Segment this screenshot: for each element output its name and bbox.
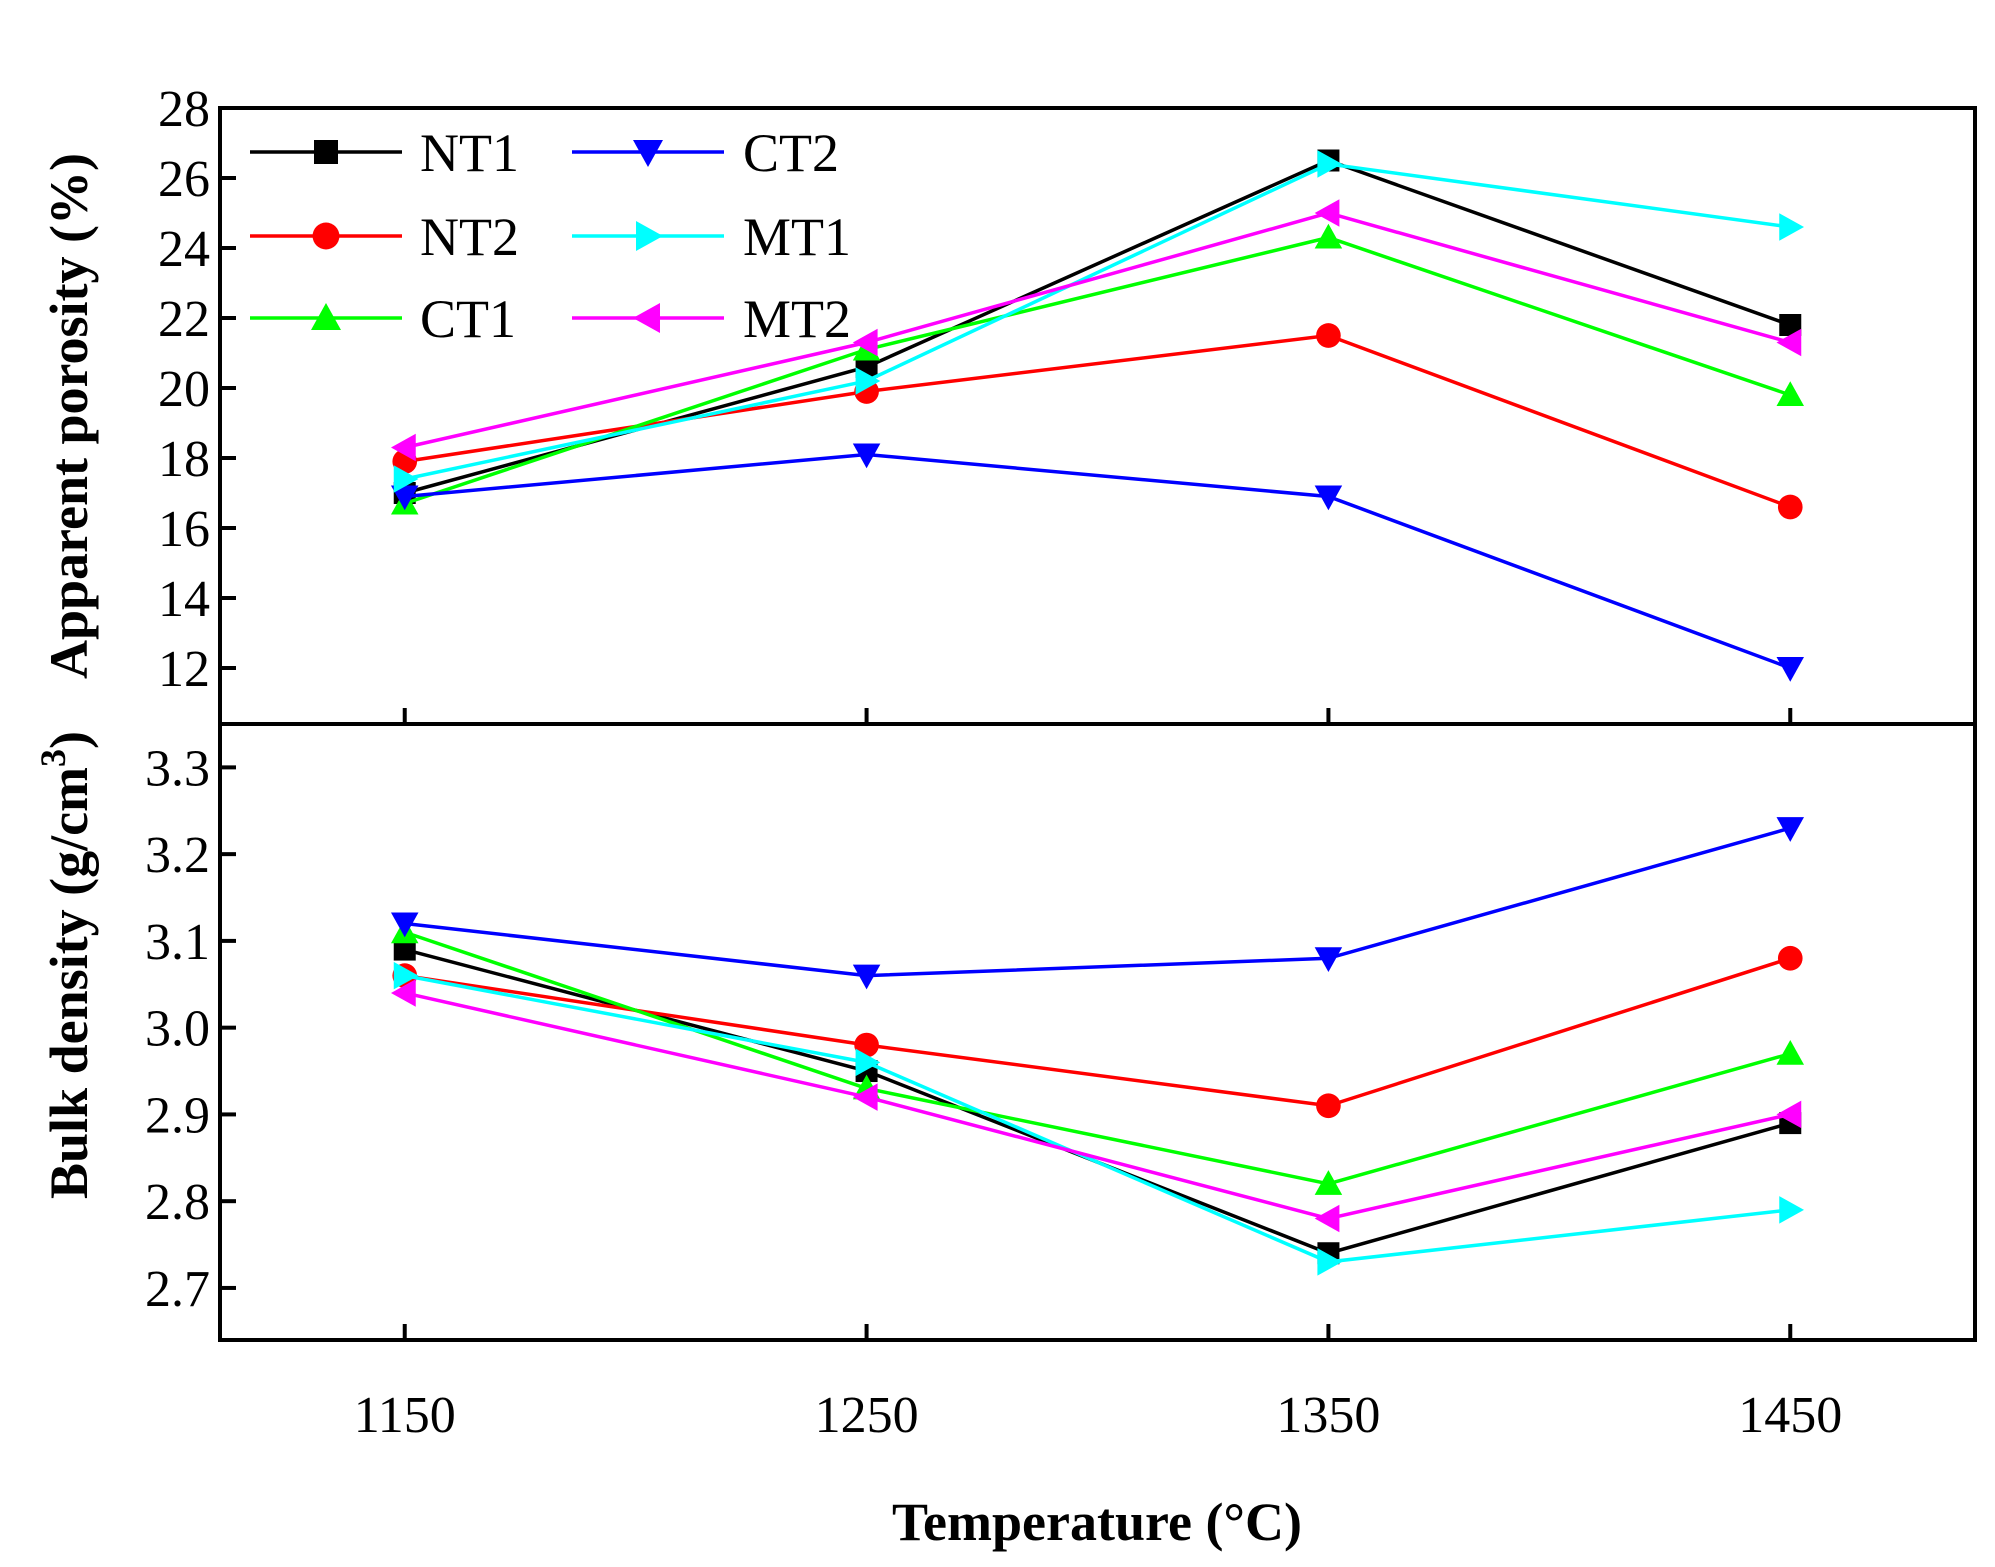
data-point-mt1 [393,465,419,493]
porosity-y-tick-label: 24 [158,221,210,278]
data-point-mt2 [1776,328,1802,357]
data-point-ct2 [852,443,881,469]
porosity-y-tick-label: 28 [158,81,210,138]
porosity-y-tick-label: 12 [158,641,210,698]
density-y-tick-label: 3.2 [145,827,210,884]
series-line-nt1-density [404,947,1791,1256]
data-point-mt2 [852,328,878,357]
legend-marker-mt2 [633,303,660,333]
data-point-mt2 [1314,1204,1340,1233]
data-point-mt1 [393,961,419,990]
axes-layer: 12 14 16 18 20 22 24 26 28 2.7 2.8 2.9 3.0 3.1 3.2 3.3 1… [145,81,1842,1444]
y-axis-title-density-sup: 3 [33,749,73,767]
x-axis-title: Temperature (°C) [892,1492,1302,1552]
legend-label-nt2: NT2 [420,207,519,267]
y-axis-title-density: Bulk density (g/cm3) [33,731,99,1199]
density-y-tick-label: 2.9 [145,1087,210,1144]
x-tick-label: 1150 [354,1387,456,1444]
series-line-mt1-porosity [404,162,1791,481]
data-point-ct1 [1776,1039,1805,1065]
data-point-mt1 [1317,150,1343,178]
series-line-nt2-porosity [404,333,1791,509]
data-point-ct2 [852,964,881,990]
data-point-ct2 [1776,657,1805,682]
series-line-mt1-density [404,973,1791,1264]
legend-marker-mt1 [636,221,663,251]
legend: NT1 CT2 NT2 MT1 CT1 MT2 [250,123,851,349]
y-axis-title-porosity: Apparent porosity (%) [39,153,99,679]
legend-label-ct1: CT1 [420,289,516,349]
density-y-tick-label: 3.0 [145,1001,210,1058]
data-point-nt2 [1316,1093,1341,1119]
data-point-mt1 [1779,213,1805,241]
series-line-ct1-density [404,930,1791,1186]
data-point-mt2 [1314,199,1340,227]
y-axis-title-density-main: Bulk density (g/cm [39,767,99,1199]
data-point-ct1 [1776,381,1805,406]
series-line-mt2-density [404,991,1791,1221]
data-point-mt1 [855,367,881,395]
legend-label-mt2: MT2 [743,289,851,349]
data-point-mt1 [855,1048,881,1077]
x-tick-label: 1350 [1276,1387,1380,1444]
data-point-ct2 [390,912,419,938]
density-y-tick-label: 3.3 [145,740,210,797]
legend-label-mt1: MT1 [743,207,851,267]
series-line-ct2-density [404,826,1791,978]
series-line-nt2-density [404,956,1791,1108]
series-line-mt2-porosity [404,211,1791,450]
data-point-mt2 [390,979,416,1007]
porosity-y-tick-label: 26 [158,151,210,208]
x-tick-label: 1250 [815,1387,919,1444]
data-point-ct2 [1314,485,1343,511]
porosity-y-tick-label: 20 [158,361,210,418]
legend-marker-nt1 [314,140,338,164]
series-line-ct1-porosity [404,235,1791,506]
legend-label-nt1: NT1 [420,123,519,183]
y-axis-title-density-end: ) [39,731,99,749]
x-tick-label: 1450 [1738,1387,1842,1444]
data-point-ct1 [1314,1170,1343,1195]
porosity-y-tick-label: 18 [158,431,210,488]
density-y-tick-label: 2.8 [145,1174,210,1231]
data-point-nt2 [1777,945,1803,971]
data-point-nt2 [1316,323,1341,348]
series-layer [390,149,1805,1276]
porosity-y-tick-label: 14 [158,571,210,628]
porosity-y-tick-label: 22 [158,291,210,348]
data-point-ct2 [1314,947,1343,973]
legend-label-ct2: CT2 [743,123,839,183]
data-point-mt2 [390,433,416,462]
data-point-nt2 [1777,494,1803,520]
density-y-tick-label: 3.1 [145,914,210,971]
data-point-ct2 [390,485,419,511]
porosity-y-tick-label: 16 [158,501,210,558]
data-point-ct2 [1776,817,1805,842]
data-point-ct1 [1314,223,1343,249]
data-point-mt1 [1779,1196,1805,1224]
data-point-mt1 [1317,1248,1343,1276]
legend-marker-ct1 [311,303,341,330]
data-point-mt2 [852,1083,878,1111]
series-line-nt1-porosity [404,158,1791,495]
series-line-ct2-porosity [404,452,1791,670]
data-point-nt1 [393,938,416,961]
legend-marker-nt2 [312,222,340,250]
legend-marker-ct2 [633,140,663,167]
data-point-mt2 [1776,1100,1802,1129]
data-point-nt1 [1779,314,1802,336]
data-point-nt2 [854,1032,879,1058]
density-y-tick-label: 2.7 [145,1261,210,1318]
